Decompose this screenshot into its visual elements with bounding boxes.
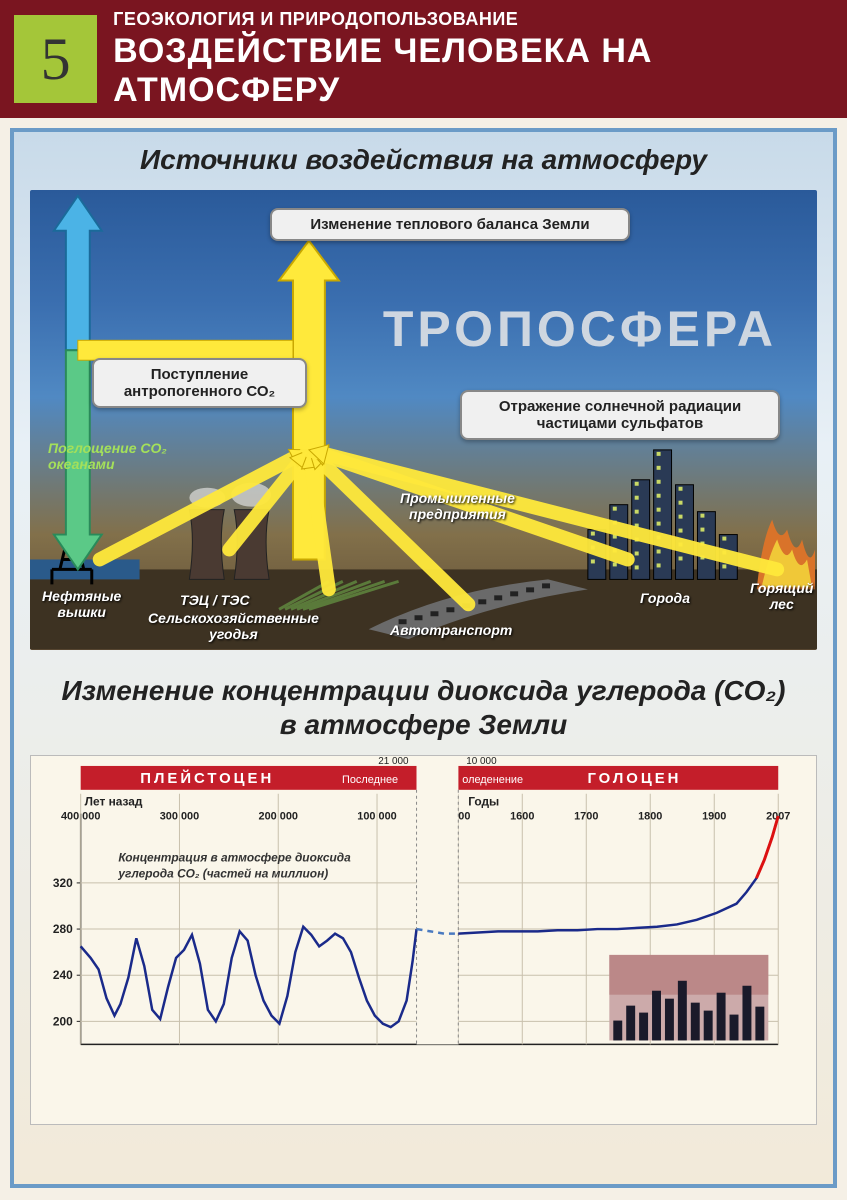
industrial-line1: Промышленные xyxy=(400,490,515,506)
header: 5 ГЕОЭКОЛОГИЯ И ПРИРОДОПОЛЬЗОВАНИЕ ВОЗДЕ… xyxy=(0,0,847,118)
section2-title: Изменение концентрации диоксида углерода… xyxy=(14,656,833,749)
section2-title-line2: в атмосфере Земли xyxy=(280,709,567,740)
box-co2-line2: антропогенного СО₂ xyxy=(124,383,275,400)
agri-line2: угодья xyxy=(209,626,258,642)
box-co2: Поступление антропогенного СО₂ xyxy=(92,358,307,408)
absorption-label: Поглощение СО₂ океанами xyxy=(48,440,167,472)
svg-text:ПЛЕЙСТОЦЕН: ПЛЕЙСТОЦЕН xyxy=(140,769,274,787)
body-frame: Источники воздействия на атмосферу ТРОПО… xyxy=(10,128,837,1188)
svg-text:Лет назад: Лет назад xyxy=(85,795,143,809)
svg-text:21 000: 21 000 xyxy=(378,756,409,767)
box-sulf-line2: частицами сульфатов xyxy=(537,415,703,432)
oil-label: Нефтяные вышки xyxy=(42,588,121,620)
section2-title-line1: Изменение концентрации диоксида углерода… xyxy=(62,675,786,706)
svg-text:1900: 1900 xyxy=(702,811,726,823)
svg-text:240: 240 xyxy=(53,968,73,982)
chart-svg: ПЛЕЙСТОЦЕН Последнее 21 000 10 000 оледенени… xyxy=(31,756,816,1124)
svg-text:200: 200 xyxy=(53,1015,73,1029)
svg-text:300 000: 300 000 xyxy=(160,811,199,823)
svg-text:Последнее: Последнее xyxy=(342,774,398,786)
svg-text:Годы: Годы xyxy=(468,795,499,809)
troposphere-label: ТРОПОСФЕРА xyxy=(383,300,777,358)
chart-panel: ПЛЕЙСТОЦЕН Последнее 21 000 10 000 оледенени… xyxy=(30,755,817,1125)
box-sulfates: Отражение солнечной радиации частицами с… xyxy=(460,390,780,440)
svg-text:400 000: 400 000 xyxy=(61,811,100,823)
city-label: Города xyxy=(640,590,690,606)
svg-text:10 000: 10 000 xyxy=(466,756,497,767)
section1-title: Источники воздействия на атмосферу xyxy=(14,132,833,184)
industrial-label: Промышленные предприятия xyxy=(400,490,515,522)
subtitle: ГЕОЭКОЛОГИЯ И ПРИРОДОПОЛЬЗОВАНИЕ xyxy=(113,9,847,30)
svg-text:320: 320 xyxy=(53,876,73,890)
forest-label: Горящий лес xyxy=(750,580,813,612)
forest-line2: лес xyxy=(770,596,794,612)
svg-text:углерода СО₂ (частей на миллио: углерода СО₂ (частей на миллион) xyxy=(117,867,328,881)
svg-text:оледенение: оледенение xyxy=(462,774,523,786)
box-heat-balance: Изменение теплового баланса Земли xyxy=(270,208,630,241)
svg-text:1600: 1600 xyxy=(510,811,534,823)
absorption-line1: Поглощение СО₂ xyxy=(48,440,167,456)
svg-text:1700: 1700 xyxy=(574,811,598,823)
box-co2-line1: Поступление xyxy=(151,366,249,383)
industrial-line2: предприятия xyxy=(409,506,506,522)
poster: 5 ГЕОЭКОЛОГИЯ И ПРИРОДОПОЛЬЗОВАНИЕ ВОЗДЕ… xyxy=(0,0,847,1200)
box-sulf-line1: Отражение солнечной радиации xyxy=(499,398,741,415)
power-label: ТЭЦ / ТЭС xyxy=(180,592,250,608)
auto-label: Автотранспорт xyxy=(390,622,512,638)
svg-text:1800: 1800 xyxy=(638,811,662,823)
titles: ГЕОЭКОЛОГИЯ И ПРИРОДОПОЛЬЗОВАНИЕ ВОЗДЕЙС… xyxy=(113,9,847,110)
diagram-panel: ТРОПОСФЕРА Изменение теплового баланса З… xyxy=(30,190,817,650)
svg-text:ГОЛОЦЕН: ГОЛОЦЕН xyxy=(587,771,681,787)
main-title: ВОЗДЕЙСТВИЕ ЧЕЛОВЕКА НА АТМОСФЕРУ xyxy=(113,32,847,110)
agri-label: Сельскохозяйственные угодья xyxy=(148,610,319,642)
forest-line1: Горящий xyxy=(750,580,813,596)
chapter-number: 5 xyxy=(14,15,97,103)
svg-text:280: 280 xyxy=(53,922,73,936)
absorption-line2: океанами xyxy=(48,456,115,472)
oil-line2: вышки xyxy=(57,604,106,620)
svg-text:200 000: 200 000 xyxy=(259,811,298,823)
svg-text:Концентрация в атмосфере диокс: Концентрация в атмосфере диоксида xyxy=(118,851,351,865)
agri-line1: Сельскохозяйственные xyxy=(148,610,319,626)
svg-text:100 000: 100 000 xyxy=(357,811,396,823)
oil-line1: Нефтяные xyxy=(42,588,121,604)
